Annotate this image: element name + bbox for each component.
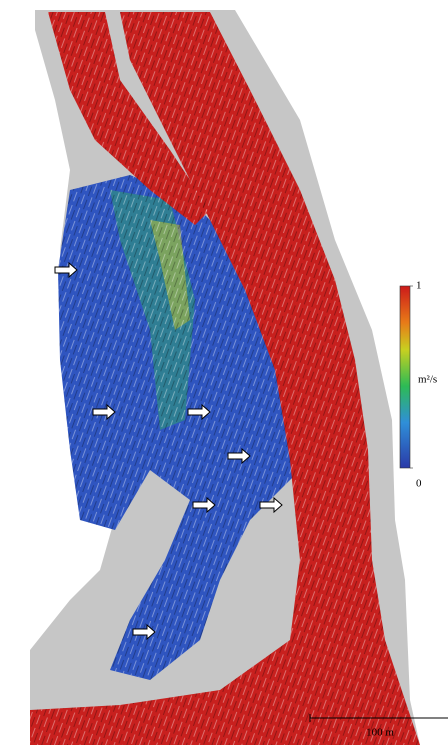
colorbar-label: 1 xyxy=(416,280,422,292)
colorbar xyxy=(400,286,410,468)
colorbar-unit: m²/s xyxy=(418,374,437,386)
colorbar-label: 0 xyxy=(416,478,422,490)
scale-bar-label: 100 m xyxy=(366,727,394,739)
figure: m²/s 100 m 0 1 xyxy=(0,0,448,745)
